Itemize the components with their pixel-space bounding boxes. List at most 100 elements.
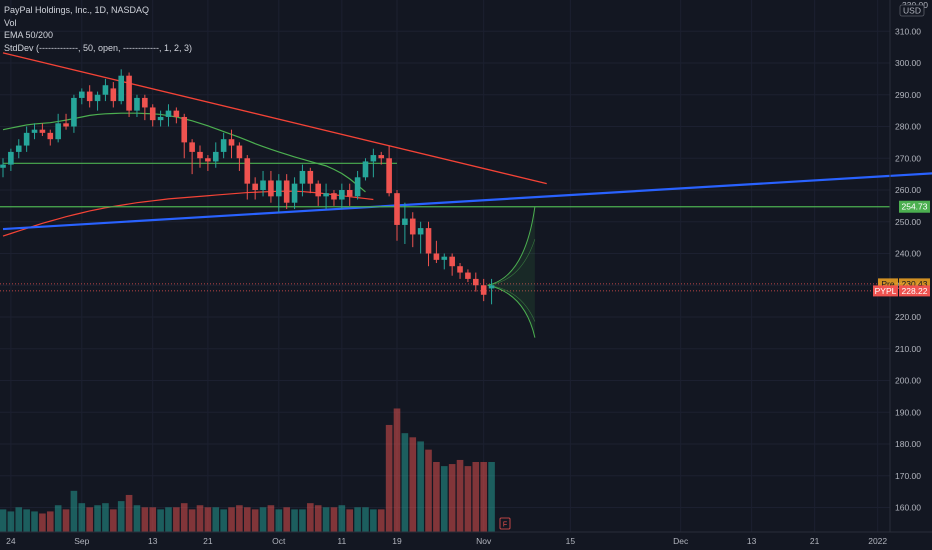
volume-bar [94, 505, 101, 532]
volume-bar [180, 503, 188, 532]
candle-body [276, 180, 282, 197]
legend-stddev[interactable]: StdDev (-------------, 50, open, -------… [4, 42, 192, 53]
volume-bar [70, 490, 78, 532]
volume-bar [173, 507, 180, 532]
volume-bar [362, 507, 369, 532]
volume-bar [330, 507, 338, 532]
time-tick-label: 19 [392, 536, 402, 546]
legend-vol[interactable]: Vol [4, 17, 17, 28]
pre-price-tag [899, 278, 930, 290]
time-tick-label: 21 [203, 536, 213, 546]
earnings-marker[interactable] [499, 517, 511, 530]
candle-body [157, 116, 164, 121]
earnings-marker-label: F [503, 522, 507, 529]
candle-body [205, 158, 211, 162]
volume-bar [354, 507, 361, 532]
ema200-line [2, 190, 374, 237]
volume-bar [409, 437, 417, 532]
time-tick-label: 11 [337, 536, 346, 546]
time-tick-label: Oct [272, 536, 286, 546]
candle-body [102, 85, 109, 95]
candle-body [299, 170, 306, 184]
volume-bar [377, 509, 385, 532]
candle-body [307, 170, 314, 184]
price-tick-label: 300.00 [895, 58, 921, 68]
candle-body [181, 116, 188, 143]
price-tick-label: 200.00 [895, 376, 921, 386]
volume-bar [480, 462, 487, 532]
candle-body [197, 151, 203, 159]
candle-body [244, 158, 251, 184]
level-price-tag [899, 200, 930, 213]
legend-ema[interactable]: EMA 50/200 [4, 30, 54, 40]
candle-body [315, 183, 321, 197]
candle-body [15, 145, 22, 152]
currency-button[interactable] [899, 4, 925, 17]
volume-bar [370, 509, 377, 532]
candle-body [370, 155, 377, 162]
time-tick-label: Dec [673, 536, 689, 546]
pre-label-tag [878, 278, 898, 290]
volume-bar [46, 511, 54, 532]
volume-bar [220, 509, 227, 532]
volume-bar [259, 507, 267, 532]
volume-bar [86, 507, 93, 532]
price-axis[interactable]: 160.00 170.00 180.00 190.00 200.00 210.00 220.… [895, 26, 921, 512]
candle-body [31, 129, 38, 133]
candle-body [409, 218, 416, 235]
volume-bar [338, 505, 346, 532]
volume-bar [291, 509, 298, 532]
price-tick-label: 290.00 [895, 90, 921, 100]
time-tick-label: 13 [747, 536, 757, 546]
volume-bar [275, 509, 283, 532]
price-tick-label: 260.00 [895, 185, 921, 195]
candle-body [417, 228, 424, 235]
volume-bar [417, 441, 424, 532]
volume-bar [488, 462, 495, 532]
time-tick-label: Nov [476, 536, 492, 546]
candle-body [362, 161, 369, 178]
time-tick-label: 21 [810, 536, 820, 546]
volume-bar [133, 505, 141, 532]
volume-bar [299, 509, 306, 532]
candle-body [94, 94, 101, 102]
candle-body [252, 183, 258, 190]
candle-body [339, 190, 345, 200]
price-tick-label: 240.00 [895, 249, 921, 259]
volume-bars [0, 408, 495, 532]
price-tick-label: 190.00 [895, 407, 921, 417]
volume-bar [243, 507, 251, 532]
volume-bar [314, 505, 322, 532]
candle-body [118, 75, 124, 102]
volume-bar [346, 509, 354, 532]
candle-body [346, 190, 353, 197]
volume-bar [464, 466, 472, 532]
volume-bar [165, 507, 172, 532]
candle-body [331, 193, 337, 200]
volume-bar [425, 449, 432, 532]
currency-label: USD [903, 6, 921, 16]
candle-body [236, 145, 243, 159]
legend-title[interactable]: PayPal Holdings, Inc., 1D, NASDAQ [4, 5, 150, 15]
volume-bar [440, 466, 448, 532]
volume-bar [228, 507, 235, 532]
candle-body [283, 180, 290, 203]
price-tick-label: 180.00 [895, 439, 921, 449]
ticker-tag-text: PYPL [875, 286, 897, 296]
volume-bar [196, 505, 204, 532]
candle-body [268, 180, 274, 197]
candle-body [480, 285, 487, 295]
volume-bar [307, 503, 314, 532]
candle-body [63, 123, 69, 127]
candle-body [394, 193, 400, 225]
stddev-band-upper-2 [487, 239, 536, 286]
volume-bar [7, 511, 15, 532]
time-axis[interactable]: 24Sep1321Oct1119Nov15Dec1321202224 [6, 536, 932, 546]
volume-bar [0, 509, 7, 532]
volume-bar [78, 503, 86, 532]
candle-body [23, 132, 30, 146]
stddev-band-upper-3 [487, 206, 536, 286]
candle-body [378, 155, 385, 159]
candle-body [71, 97, 77, 127]
